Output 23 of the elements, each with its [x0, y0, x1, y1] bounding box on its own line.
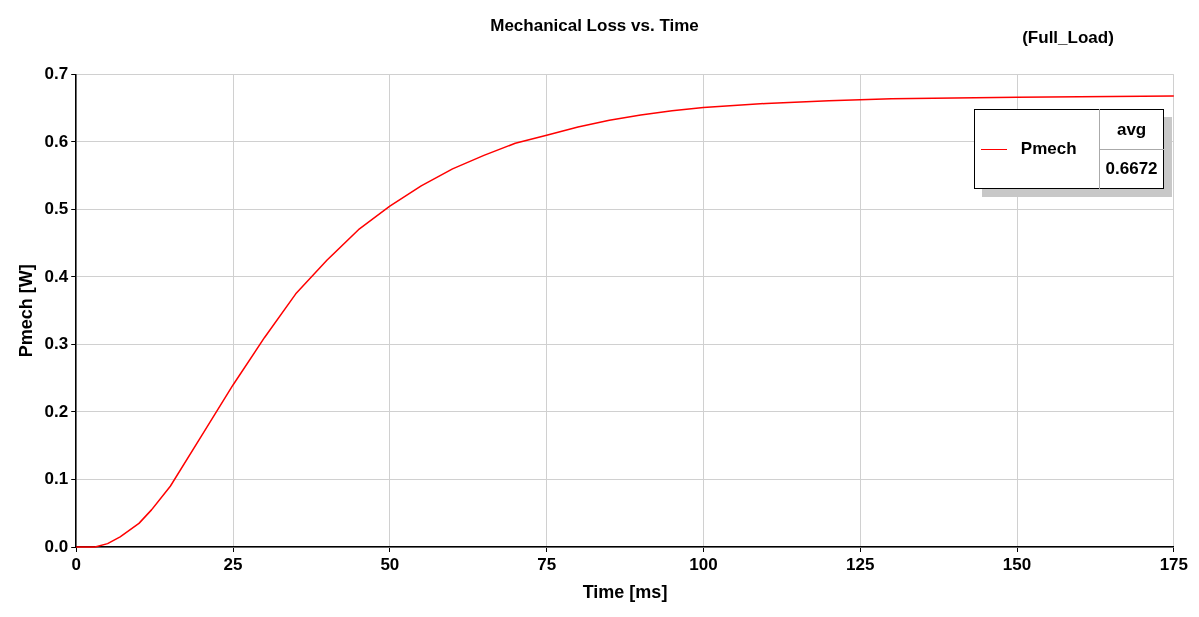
x-tick-label: 175 [1159, 554, 1189, 574]
annotation: 0.6672 [1104, 158, 1159, 181]
x-tick-label: 25 [223, 554, 243, 574]
x-tick-label: 75 [537, 554, 557, 574]
y-tick-label: 0.4 [44, 266, 69, 286]
y-tick-label: 0.5 [44, 199, 69, 219]
y-tick-label: 0.3 [44, 334, 69, 354]
y-tick-label: 0.2 [44, 401, 69, 421]
x-tick-label: 150 [1002, 554, 1032, 574]
legend-label: Pmech [974, 109, 1100, 189]
annotation: avg [1099, 109, 1164, 150]
x-tick-label: 50 [380, 554, 400, 574]
y-tick-label: 0.7 [44, 64, 69, 84]
chart-title: Mechanical Loss vs. Time [490, 15, 699, 35]
x-axis-title: Time [ms] [582, 582, 668, 603]
y-axis-title: Pmech [W] [15, 264, 36, 358]
x-tick-label: 0 [71, 554, 81, 574]
y-tick-label: 0.6 [44, 131, 69, 151]
y-tick-label: 0.1 [44, 469, 69, 489]
x-tick-label: 100 [689, 554, 718, 574]
x-tick-label: 125 [846, 554, 875, 574]
chart-subtitle: (Full_Load) [1022, 27, 1114, 47]
y-tick-label: 0.0 [44, 536, 69, 556]
